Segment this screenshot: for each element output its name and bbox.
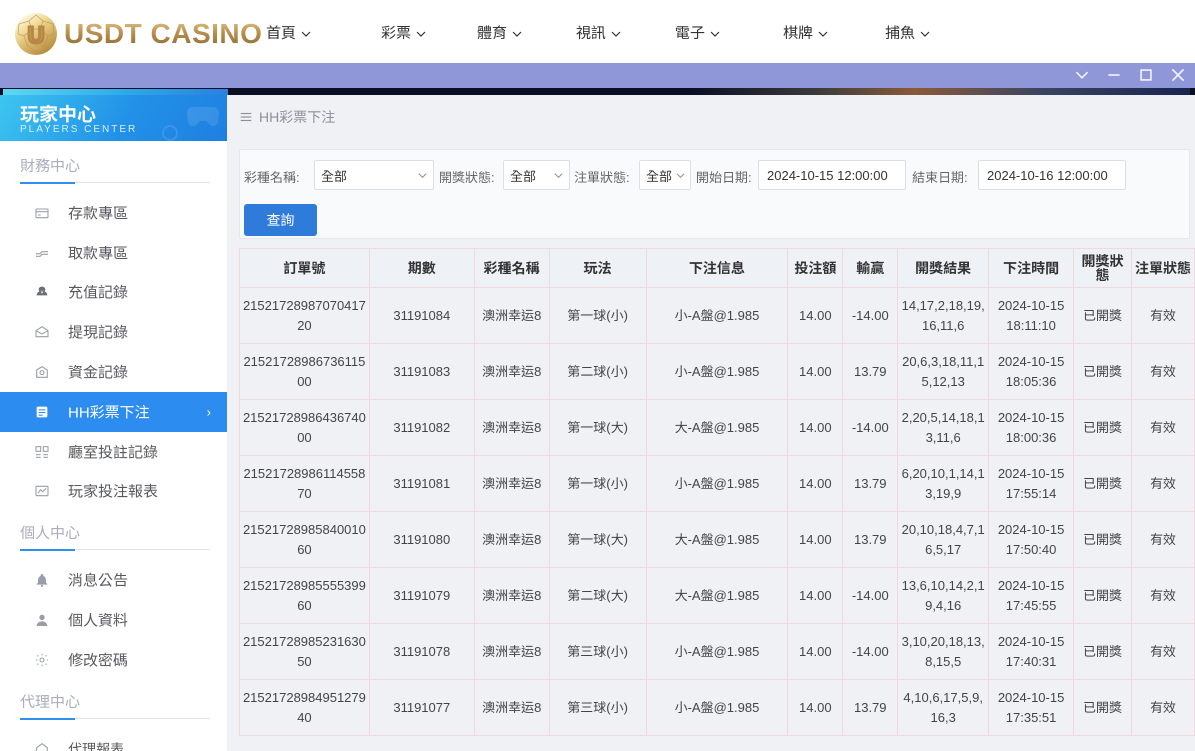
svg-text:¥: ¥ <box>41 289 44 294</box>
svg-text:U: U <box>28 22 45 48</box>
svg-text:Casino: Casino <box>30 46 43 51</box>
